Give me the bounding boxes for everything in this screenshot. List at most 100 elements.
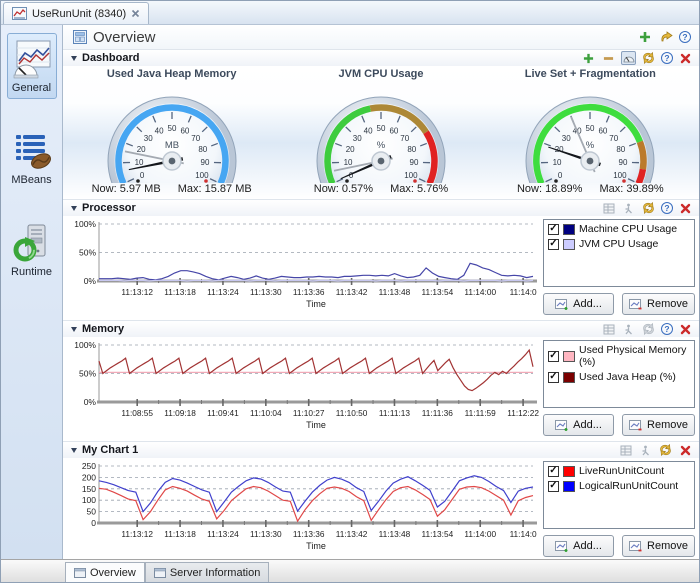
gauge-now: Now: 5.97 MB (92, 183, 161, 195)
svg-text:11:13:30: 11:13:30 (250, 529, 282, 539)
svg-text:90: 90 (200, 158, 209, 167)
section-header-dashboard[interactable]: Dashboard ? (63, 49, 699, 66)
remove-button-label: Remove (647, 298, 688, 310)
processor-legend-panel: Machine CPU Usage JVM CPU Usage (543, 219, 695, 320)
close-section-icon[interactable] (678, 443, 693, 457)
sidebar-item-mbeans[interactable]: MBeans (7, 125, 57, 191)
reset-to-default-icon[interactable] (658, 30, 673, 44)
gauge-now: Now: 18.89% (517, 183, 582, 195)
editor-tab[interactable]: UseRunUnit (8340) (3, 2, 149, 24)
tab-server-information[interactable]: Server Information (145, 562, 269, 582)
svg-text:70: 70 (400, 134, 409, 143)
add-gauge-icon[interactable] (581, 51, 596, 65)
legend-box: Machine CPU Usage JVM CPU Usage (543, 219, 695, 287)
close-section-icon[interactable] (678, 51, 693, 65)
gauge-caption: Now: 18.89% Max: 39.89% (517, 183, 664, 198)
close-section-icon[interactable] (678, 322, 693, 336)
sidebar-item-runtime[interactable]: Runtime (7, 217, 57, 283)
add-button-label: Add... (573, 419, 602, 431)
add-chart-icon[interactable] (637, 30, 652, 44)
series-label: LiveRunUnitCount (579, 465, 664, 477)
svg-text:11:13:18: 11:13:18 (164, 287, 196, 297)
table-view-icon[interactable] (618, 443, 633, 457)
svg-text:60: 60 (599, 127, 608, 136)
svg-text:11:13:54: 11:13:54 (422, 529, 454, 539)
svg-text:100: 100 (404, 171, 418, 180)
gauge-jvm-cpu: JVM CPU Usage 0102030405060708090100% No… (277, 68, 485, 199)
svg-text:50: 50 (87, 507, 97, 517)
dashboard-gauges: Used Java Heap Memory 010203040506070809… (63, 66, 699, 199)
add-chart-mini-icon (555, 420, 569, 431)
remove-attribute-button[interactable]: Remove (622, 293, 695, 315)
svg-text:60: 60 (389, 127, 398, 136)
table-view-icon[interactable] (601, 322, 616, 336)
svg-text:100%: 100% (74, 340, 96, 350)
help-icon[interactable]: ? (679, 31, 691, 43)
gauge-caption: Now: 0.57% Max: 5.76% (314, 183, 448, 198)
svg-text:0: 0 (91, 518, 96, 528)
tab-overview[interactable]: Overview (65, 562, 145, 582)
mychart-chart-row: 05010015020025011:13:1211:13:1811:13:241… (63, 458, 699, 557)
accessibility-icon[interactable] (638, 443, 653, 457)
collapse-triangle-icon[interactable] (71, 327, 77, 332)
close-section-icon[interactable] (678, 201, 693, 215)
collapse-triangle-icon[interactable] (71, 56, 77, 61)
sidebar-item-general[interactable]: General (7, 33, 57, 99)
gauge-title: Live Set + Fragmentation (525, 68, 656, 83)
series-checkbox[interactable] (548, 466, 559, 477)
memory-chart: 0%50%100%11:08:5511:09:1811:09:4111:10:0… (69, 340, 539, 432)
svg-text:11:14:0: 11:14:0 (510, 529, 537, 539)
refresh-icon[interactable] (658, 443, 673, 457)
gauge-title: Used Java Heap Memory (107, 68, 237, 83)
svg-text:90: 90 (410, 158, 419, 167)
processor-chart-row: 0%50%100%11:13:1211:13:1811:13:2411:13:3… (63, 216, 699, 320)
chart-doc-icon (12, 7, 27, 20)
help-icon[interactable]: ? (661, 202, 673, 214)
section-header-memory[interactable]: Memory ? (63, 320, 699, 337)
series-label: JVM CPU Usage (579, 238, 658, 250)
series-checkbox[interactable] (548, 351, 559, 362)
remove-gauge-icon[interactable] (601, 51, 616, 65)
series-checkbox[interactable] (548, 372, 559, 383)
svg-text:11:13:36: 11:13:36 (293, 287, 325, 297)
add-button-label: Add... (573, 298, 602, 310)
dial-view-icon[interactable] (621, 51, 636, 65)
help-icon[interactable]: ? (661, 323, 673, 335)
svg-text:11:13:24: 11:13:24 (207, 287, 239, 297)
series-swatch (563, 372, 575, 383)
svg-text:0%: 0% (84, 276, 97, 286)
add-attribute-button[interactable]: Add... (543, 414, 614, 436)
add-attribute-button[interactable]: Add... (543, 293, 614, 315)
collapse-triangle-icon[interactable] (71, 206, 77, 211)
svg-text:11:14:00: 11:14:00 (464, 287, 496, 297)
legend-item: Used Java Heap (%) (548, 371, 690, 383)
sidebar: General MBeans (1, 25, 63, 559)
collapse-triangle-icon[interactable] (71, 448, 77, 453)
refresh-icon-disabled[interactable] (641, 322, 656, 336)
gauge-max: Max: 15.87 MB (178, 183, 252, 195)
refresh-icon[interactable] (641, 51, 656, 65)
svg-text:40: 40 (154, 127, 163, 136)
add-chart-mini-icon (555, 541, 569, 552)
remove-attribute-button[interactable]: Remove (622, 535, 695, 557)
section-header-mychart[interactable]: My Chart 1 (63, 441, 699, 458)
series-checkbox[interactable] (548, 481, 559, 492)
series-checkbox[interactable] (548, 239, 559, 250)
remove-attribute-button[interactable]: Remove (622, 414, 695, 436)
section-title: Processor (82, 202, 136, 214)
add-attribute-button[interactable]: Add... (543, 535, 614, 557)
svg-text:11:13:18: 11:13:18 (164, 529, 196, 539)
help-icon[interactable]: ? (661, 52, 673, 64)
section-title: Memory (82, 323, 124, 335)
series-checkbox[interactable] (548, 224, 559, 235)
section-header-processor[interactable]: Processor ? (63, 199, 699, 216)
svg-text:50: 50 (586, 124, 595, 133)
accessibility-icon[interactable] (621, 201, 636, 215)
svg-text:11:13:42: 11:13:42 (336, 529, 368, 539)
refresh-icon[interactable] (641, 201, 656, 215)
accessibility-icon[interactable] (621, 322, 636, 336)
table-view-icon[interactable] (601, 201, 616, 215)
close-tab-icon[interactable] (131, 9, 140, 18)
svg-text:150: 150 (82, 484, 96, 494)
gauge-heap: Used Java Heap Memory 010203040506070809… (68, 68, 276, 199)
